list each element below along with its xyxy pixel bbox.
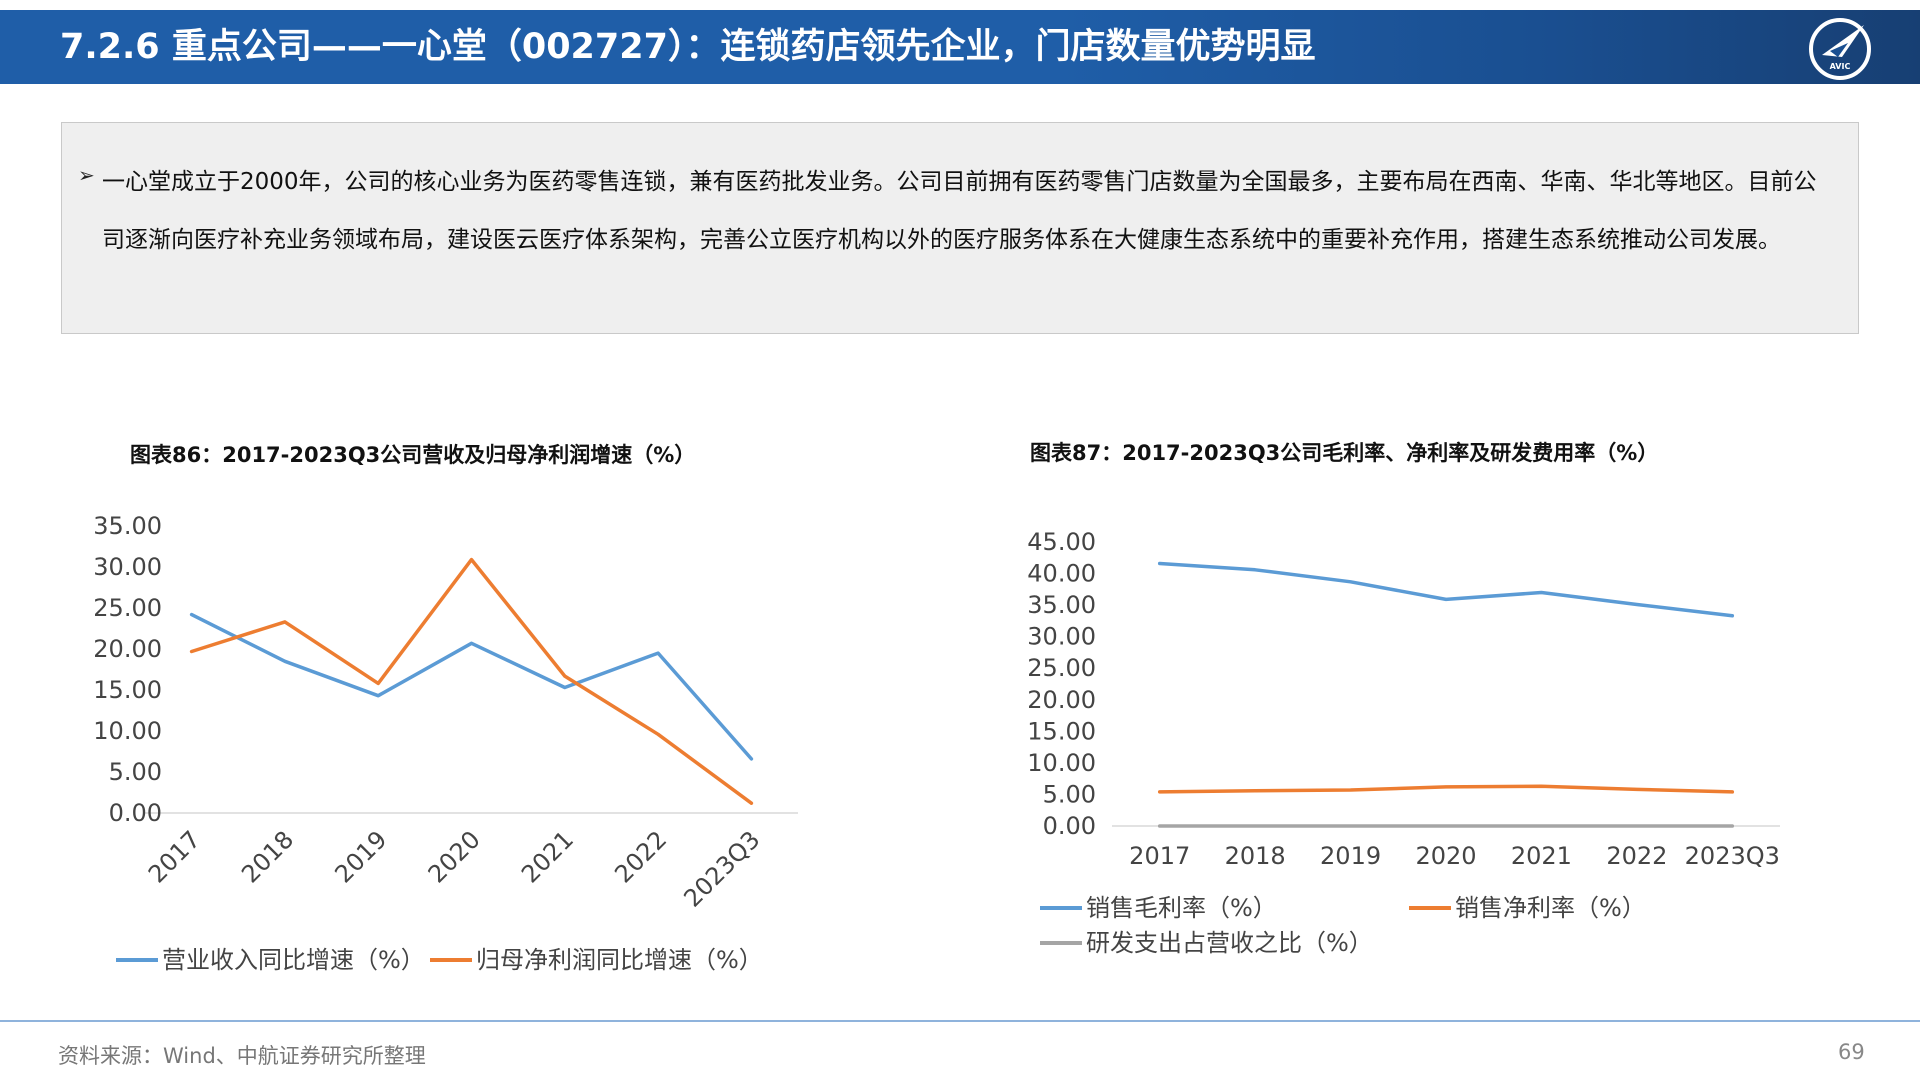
y-tick-label: 25.00 bbox=[1027, 654, 1096, 682]
x-tick-label: 2017 bbox=[1129, 842, 1190, 870]
chart1-title: 图表86：2017-2023Q3公司营收及归母净利润增速（%） bbox=[130, 443, 696, 467]
legend-label-1: 营业收入同比增速（%） bbox=[162, 946, 425, 974]
y-tick-label: 20.00 bbox=[1027, 686, 1096, 714]
series-line-1 bbox=[189, 612, 754, 761]
y-tick-label: 0.00 bbox=[1043, 812, 1096, 840]
y-tick-label: 30.00 bbox=[93, 553, 162, 581]
y-tick-label: 30.00 bbox=[1027, 623, 1096, 651]
page-number: 69 bbox=[1838, 1040, 1865, 1064]
series-line-2 bbox=[189, 557, 754, 805]
legend-label-1: 销售毛利率（%） bbox=[1086, 894, 1277, 922]
y-tick-label: 5.00 bbox=[1043, 780, 1096, 808]
y-tick-label: 10.00 bbox=[93, 717, 162, 745]
y-tick-label: 20.00 bbox=[93, 635, 162, 663]
y-tick-label: 0.00 bbox=[109, 799, 162, 827]
legend-label-3: 研发支出占营收之比（%） bbox=[1086, 929, 1373, 957]
footer-divider bbox=[0, 1020, 1920, 1022]
avic-logo: AVIC bbox=[1809, 18, 1871, 80]
y-tick-label: 40.00 bbox=[1027, 560, 1096, 588]
bullet-arrow-icon: ➢ bbox=[78, 163, 95, 187]
chart2-title: 图表87：2017-2023Q3公司毛利率、净利率及研发费用率（%） bbox=[1030, 441, 1659, 465]
y-tick-label: 15.00 bbox=[1027, 717, 1096, 745]
x-tick-label: 2022 bbox=[1606, 842, 1667, 870]
logo-text: AVIC bbox=[1830, 62, 1851, 71]
x-tick-label: 2019 bbox=[1320, 842, 1381, 870]
page-title: 7.2.6 重点公司——一心堂（002727）：连锁药店领先企业，门店数量优势明… bbox=[60, 27, 1316, 67]
y-tick-label: 35.00 bbox=[1027, 591, 1096, 619]
legend-label-2: 销售净利率（%） bbox=[1455, 894, 1646, 922]
x-tick-label: 2021 bbox=[1511, 842, 1572, 870]
source-note: 资料来源：Wind、中航证券研究所整理 bbox=[58, 1044, 426, 1068]
x-tick-label: 2023Q3 bbox=[1685, 842, 1780, 870]
y-tick-label: 35.00 bbox=[93, 512, 162, 540]
legend-label-2: 归母净利润同比增速（%） bbox=[476, 946, 763, 974]
x-tick-label: 2018 bbox=[1225, 842, 1286, 870]
series-line-1 bbox=[1157, 561, 1735, 618]
header-bar: 7.2.6 重点公司——一心堂（002727）：连锁药店领先企业，门店数量优势明… bbox=[0, 10, 1920, 84]
summary-text: 一心堂成立于2000年，公司的核心业务为医药零售连锁，兼有医药批发业务。公司目前… bbox=[102, 169, 1817, 253]
y-tick-label: 25.00 bbox=[93, 594, 162, 622]
y-tick-label: 45.00 bbox=[1027, 528, 1096, 556]
y-tick-label: 10.00 bbox=[1027, 749, 1096, 777]
x-tick-label: 2020 bbox=[1415, 842, 1476, 870]
y-tick-label: 5.00 bbox=[109, 758, 162, 786]
series-line-2 bbox=[1157, 784, 1735, 794]
y-tick-label: 15.00 bbox=[93, 676, 162, 704]
summary-box: ➢ 一心堂成立于2000年，公司的核心业务为医药零售连锁，兼有医药批发业务。公司… bbox=[61, 122, 1859, 334]
